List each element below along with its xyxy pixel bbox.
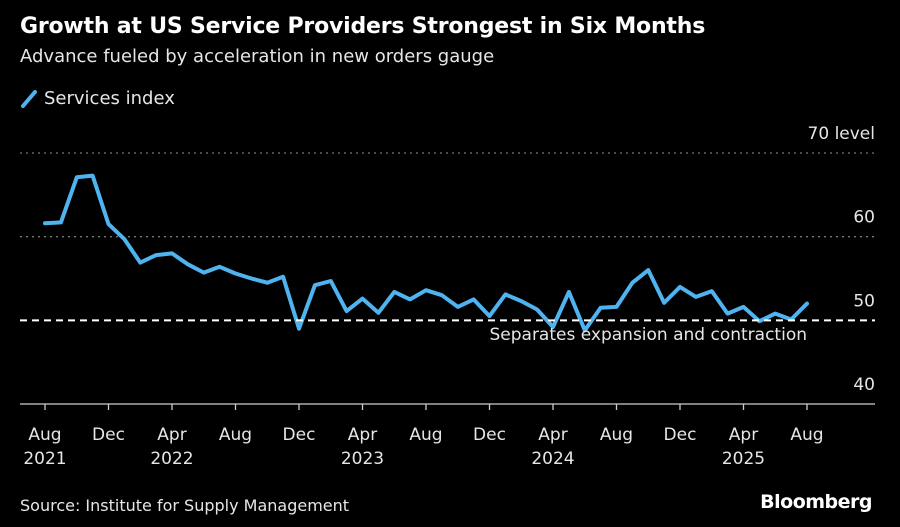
x-tick-label: Dec <box>664 425 697 445</box>
x-tick-label: Apr <box>157 425 186 445</box>
y-tick-label: 50 <box>853 291 875 311</box>
x-tick-label: Dec <box>92 425 125 445</box>
y-tick-label: 40 <box>853 375 875 395</box>
x-tick-year: 2023 <box>341 449 384 469</box>
legend: Services index <box>20 88 175 109</box>
x-tick-year: 2025 <box>722 449 765 469</box>
x-tick-label: Apr <box>729 425 758 445</box>
y-tick-label: 60 <box>853 208 875 228</box>
x-tick-label: Dec <box>283 425 316 445</box>
legend-line-icon <box>21 89 37 108</box>
legend-label: Services index <box>44 88 175 109</box>
reference-line-label: Separates expansion and contraction <box>489 325 807 345</box>
x-tick-label: Apr <box>538 425 567 445</box>
x-tick-label: Aug <box>219 425 252 445</box>
x-tick-year: 2021 <box>23 449 66 469</box>
source-note: Source: Institute for Supply Management <box>20 496 350 515</box>
chart-subtitle: Advance fueled by acceleration in new or… <box>20 46 495 67</box>
y-tick-label: 70 level <box>808 124 875 144</box>
bloomberg-logo: Bloomberg <box>760 491 872 513</box>
x-tick-label: Apr <box>348 425 377 445</box>
x-tick-label: Aug <box>790 425 823 445</box>
chart-title: Growth at US Service Providers Strongest… <box>20 14 706 39</box>
x-tick-year: 2024 <box>531 449 574 469</box>
x-tick-label: Aug <box>600 425 633 445</box>
x-tick-label: Aug <box>409 425 442 445</box>
services-index-line <box>43 173 809 333</box>
x-tick-year: 2022 <box>150 449 193 469</box>
x-tick-label: Aug <box>28 425 61 445</box>
x-tick-label: Dec <box>473 425 506 445</box>
